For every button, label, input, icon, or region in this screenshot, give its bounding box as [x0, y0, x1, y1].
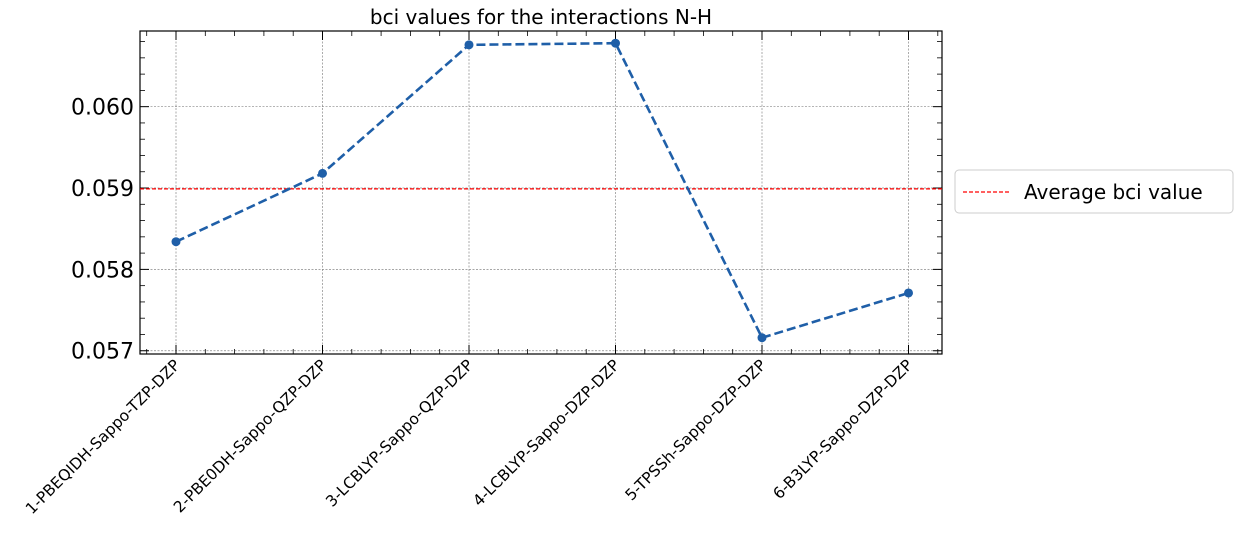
series-layer	[171, 38, 913, 343]
y-tick-label: 0.057	[71, 340, 134, 365]
x-tick-label: 1-PBEQIDH-Sappo-TZP-DZP	[22, 356, 184, 518]
x-tick-label: 6-B3LYP-Sappo-DZP-DZP	[770, 356, 917, 503]
x-tick-label: 3-LCBLYP-Sappo-QZP-DZP	[322, 356, 476, 510]
legend-average-label: Average bci value	[1024, 180, 1203, 204]
grid	[140, 31, 942, 354]
y-tick-label: 0.059	[71, 177, 134, 202]
chart-title: bci values for the interactions N-H	[370, 5, 712, 29]
data-point	[611, 38, 620, 48]
data-point	[171, 237, 181, 247]
legend-box	[954, 169, 1234, 214]
data-point	[318, 168, 327, 178]
x-tick-label: 4-LCBLYP-Sappo-DZP-DZP	[469, 356, 623, 510]
x-tick-label: 2-PBE0DH-Sappo-QZP-DZP	[170, 356, 330, 516]
series-line	[175, 41, 909, 340]
x-tick-label: 5-TPSSh-Sappo-DZP-DZP	[622, 356, 770, 504]
data-point	[464, 40, 474, 50]
data-point	[904, 288, 913, 298]
y-tick-label: 0.058	[71, 258, 134, 283]
legend: Average bci value	[954, 169, 1234, 214]
plot-frame	[139, 30, 943, 355]
data-point	[757, 333, 767, 343]
axes	[139, 30, 943, 355]
y-tick-label: 0.060	[71, 96, 134, 121]
